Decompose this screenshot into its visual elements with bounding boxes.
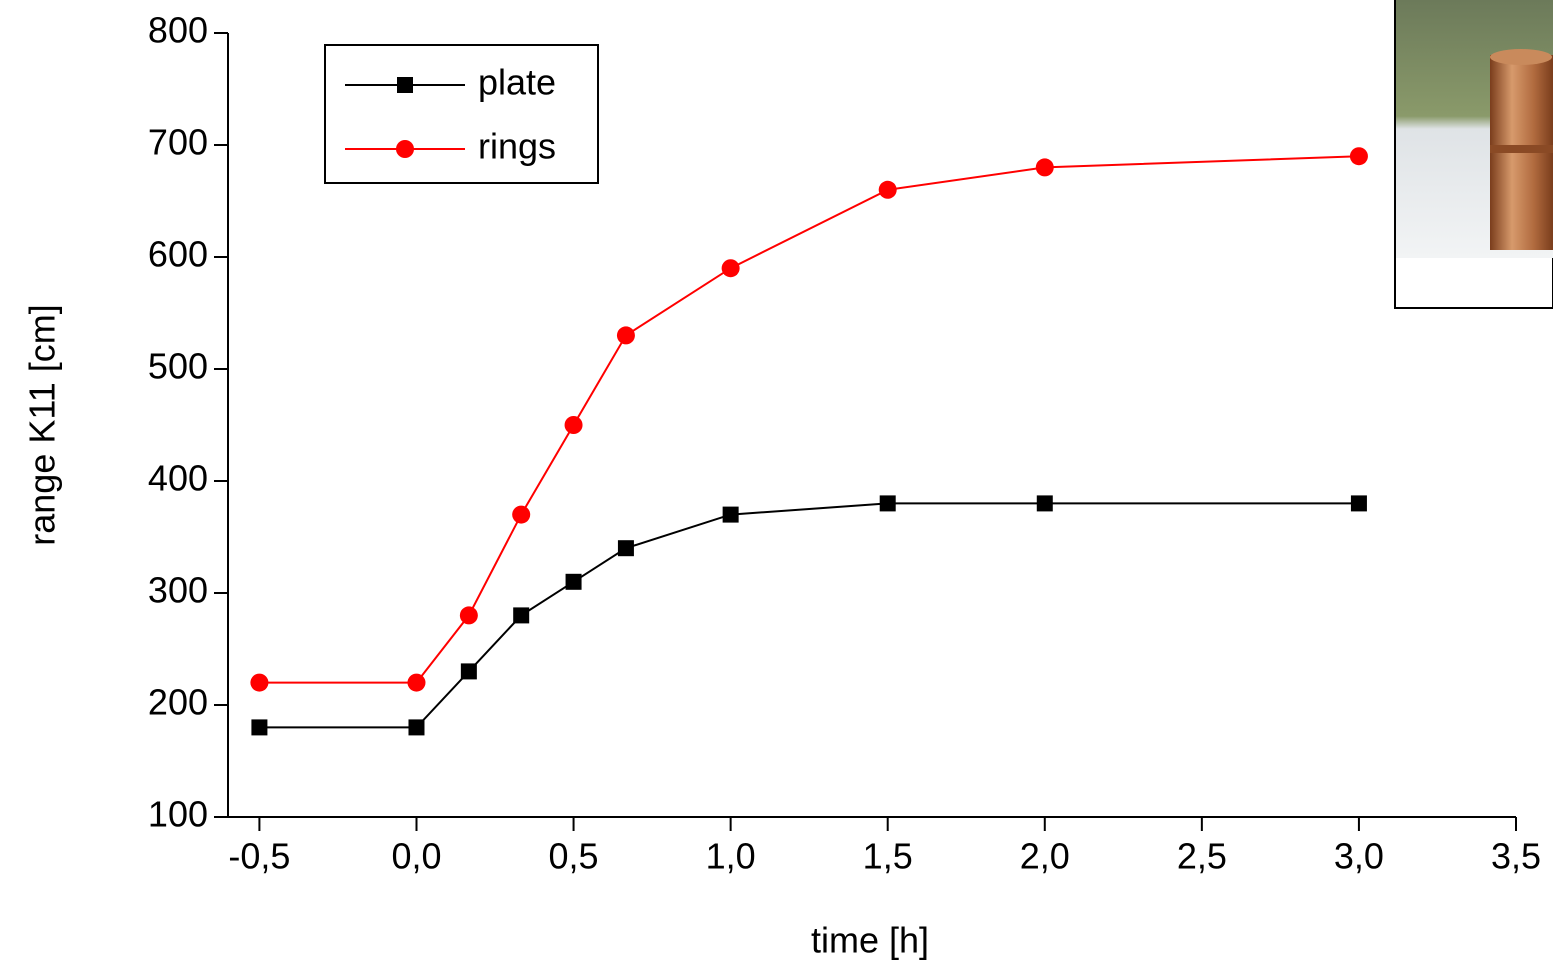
y-tick-label: 300	[148, 570, 208, 611]
x-tick-label: 3,5	[1491, 836, 1541, 877]
legend-label: rings	[478, 126, 556, 167]
data-point	[721, 259, 740, 278]
x-tick-label: 0,5	[549, 836, 599, 877]
x-tick-label: 0,0	[391, 836, 441, 877]
y-tick-label: 100	[148, 794, 208, 835]
y-tick-label: 800	[148, 10, 208, 51]
x-tick-label: 2,0	[1020, 836, 1070, 877]
x-axis-label: time [h]	[811, 920, 929, 961]
data-point	[565, 573, 582, 590]
x-tick-label: 2,5	[1177, 836, 1227, 877]
legend-marker	[396, 140, 414, 158]
data-point	[513, 607, 530, 624]
x-tick-label: -0,5	[228, 836, 290, 877]
x-tick-label: 1,0	[706, 836, 756, 877]
legend-label: plate	[478, 62, 556, 103]
data-point	[1350, 495, 1367, 512]
data-point	[879, 495, 896, 512]
data-point	[1035, 158, 1054, 177]
y-tick-label: 400	[148, 458, 208, 499]
data-point	[878, 180, 897, 199]
y-tick-label: 200	[148, 682, 208, 723]
data-point	[617, 540, 634, 557]
x-tick-label: 3,0	[1334, 836, 1384, 877]
data-point	[512, 505, 531, 524]
y-tick-label: 600	[148, 234, 208, 275]
data-point	[251, 719, 268, 736]
data-point	[1036, 495, 1053, 512]
data-point	[616, 326, 635, 345]
legend-marker	[397, 77, 413, 93]
x-tick-label: 1,5	[863, 836, 913, 877]
data-point	[460, 663, 477, 680]
data-point	[564, 416, 583, 434]
y-tick-label: 700	[148, 122, 208, 163]
inset-photo	[1394, 0, 1553, 309]
y-axis-label: range K11 [cm]	[22, 304, 63, 545]
series-line	[259, 155, 1359, 684]
data-point	[407, 673, 426, 692]
series-line	[259, 502, 1359, 729]
data-point	[250, 673, 269, 692]
legend	[324, 44, 599, 184]
data-point	[459, 606, 478, 625]
data-point	[1349, 147, 1368, 166]
data-point	[722, 506, 739, 523]
y-tick-label: 500	[148, 346, 208, 387]
data-point	[408, 719, 425, 736]
